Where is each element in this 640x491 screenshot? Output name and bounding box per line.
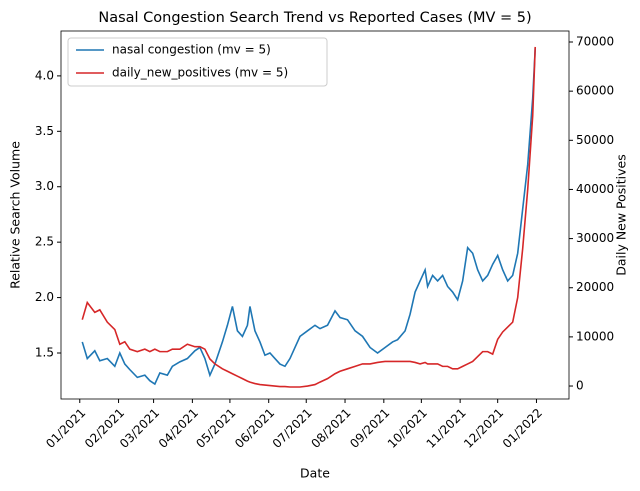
y2-tick-label: 30000 <box>576 231 614 245</box>
y-tick-label: 2.5 <box>35 235 54 249</box>
y-tick-label: 3.5 <box>35 124 54 138</box>
x-tick-label: 12/2021 <box>461 406 506 451</box>
x-tick-label: 09/2021 <box>347 406 392 451</box>
x-tick-label: 01/2022 <box>500 406 545 451</box>
y-tick-label: 3.0 <box>35 179 54 193</box>
chart-title: Nasal Congestion Search Trend vs Reporte… <box>98 10 531 26</box>
x-tick-label: 05/2021 <box>193 406 238 451</box>
y2-tick-label: 70000 <box>576 35 614 49</box>
plot-frame <box>60 30 570 400</box>
y2-tick-label: 0 <box>576 379 584 393</box>
y2-tick-label: 10000 <box>576 329 614 343</box>
series-line <box>81 46 537 388</box>
x-tick-label: 11/2021 <box>424 406 469 451</box>
legend-box <box>67 37 328 87</box>
y2-tick-label: 60000 <box>576 84 614 98</box>
y-tick-label: 1.5 <box>35 346 54 360</box>
x-tick-label: 06/2021 <box>232 406 277 451</box>
series-line <box>81 48 537 386</box>
legend-label: daily_new_positives (mv = 5) <box>112 66 288 80</box>
y2-axis-label: Daily New Positives <box>614 154 629 276</box>
y-axis-label: Relative Search Volume <box>8 141 23 289</box>
y-tick-label: 2.0 <box>35 290 54 304</box>
x-tick-label: 07/2021 <box>270 406 315 451</box>
legend-label: nasal congestion (mv = 5) <box>112 43 271 57</box>
y2-tick-label: 50000 <box>576 133 614 147</box>
x-tick-label: 10/2021 <box>385 406 430 451</box>
x-tick-label: 01/2021 <box>43 406 88 451</box>
x-axis-label: Date <box>300 466 330 481</box>
y2-tick-label: 20000 <box>576 280 614 294</box>
y-tick-label: 4.0 <box>35 68 54 82</box>
x-tick-label: 04/2021 <box>156 406 201 451</box>
y2-tick-label: 40000 <box>576 182 614 196</box>
x-tick-label: 08/2021 <box>308 406 353 451</box>
